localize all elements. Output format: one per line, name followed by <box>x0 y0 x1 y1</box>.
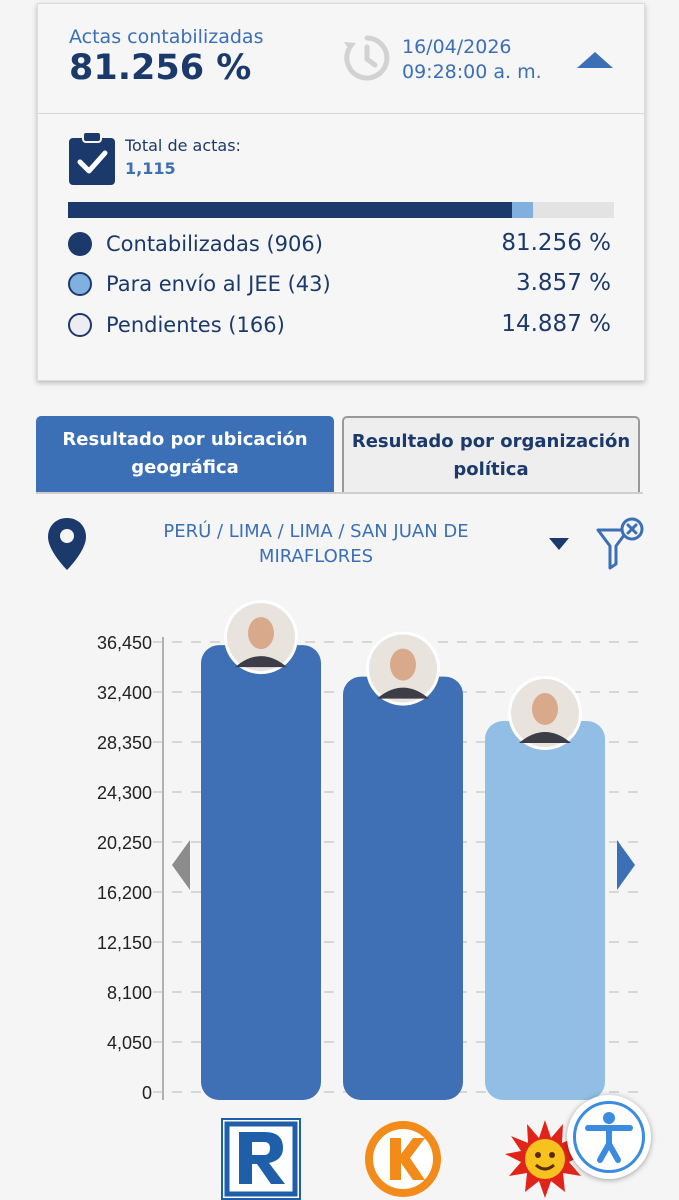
y-tick-label: 20,250 <box>97 833 152 853</box>
legend-label: Contabilizadas (906) <box>106 232 323 256</box>
chart-next-arrow[interactable] <box>617 840 635 890</box>
avatar-face <box>532 693 558 726</box>
tab-ubicacion-geografica[interactable]: Resultado por ubicación geográfica <box>36 416 334 492</box>
collapse-toggle-icon[interactable] <box>577 52 613 68</box>
legend-dot-contabilizadas <box>68 232 92 256</box>
avatar-face <box>390 648 416 681</box>
chart-bars <box>201 645 605 1100</box>
actas-progress-bar <box>68 202 614 218</box>
clipboard-check-icon <box>69 131 115 185</box>
location-pin-icon <box>48 518 86 570</box>
legend-percent: 14.887 % <box>501 311 611 337</box>
accessibility-icon <box>585 1112 633 1163</box>
y-tick-label: 16,200 <box>97 883 152 903</box>
y-tick-label: 24,300 <box>97 783 152 803</box>
y-tick-label: 32,400 <box>97 683 152 703</box>
tab-organizacion-politica[interactable]: Resultado por organización política <box>342 416 640 492</box>
tab-underline <box>36 492 643 494</box>
avatar-body <box>235 656 287 668</box>
renovacion-popular-logo <box>221 1118 301 1200</box>
avatar-body <box>377 687 429 699</box>
legend-row-contabilizadas: Contabilizadas (906) 81.256 % <box>68 230 614 260</box>
progress-jee <box>511 202 533 218</box>
update-time: 09:28:00 a. m. <box>402 61 542 83</box>
update-date: 16/04/2026 <box>402 36 512 58</box>
update-datetime: 16/04/2026 09:28:00 a. m. <box>402 35 542 85</box>
legend-row-jee: Para envío al JEE (43) 3.857 % <box>68 270 614 300</box>
sun-party-logo <box>505 1120 585 1198</box>
divider <box>38 113 644 114</box>
bar <box>485 721 605 1100</box>
legend-row-pendientes: Pendientes (166) 14.887 % <box>68 311 614 341</box>
bar <box>343 676 463 1100</box>
actas-label: Actas contabilizadas <box>69 26 264 48</box>
avatar-body <box>519 732 571 744</box>
y-tick-label: 12,150 <box>97 933 152 953</box>
fuerza-popular-logo <box>365 1121 441 1197</box>
filter-clear-icon[interactable] <box>594 516 646 572</box>
results-bar-chart: 36,450 32,400 28,350 24,300 20,250 16,200 12,1… <box>97 600 645 1103</box>
location-dropdown-icon[interactable] <box>549 538 569 550</box>
y-tick-label: 28,350 <box>97 733 152 753</box>
y-tick-label: 36,450 <box>97 633 152 653</box>
total-actas-value: 1,115 <box>125 159 176 178</box>
y-tick-label: 0 <box>142 1083 152 1103</box>
legend-percent: 3.857 % <box>515 270 611 296</box>
location-breadcrumb[interactable]: PERÚ / LIMA / LIMA / SAN JUAN DE MIRAFLO… <box>163 521 469 567</box>
actas-percent: 81.256 % <box>69 48 252 88</box>
legend-label: Pendientes (166) <box>106 313 285 337</box>
clock-refresh-icon <box>344 35 390 81</box>
y-tick-label: 4,050 <box>107 1033 152 1053</box>
legend-label: Para envío al JEE (43) <box>106 272 331 296</box>
chart-prev-arrow[interactable] <box>172 840 190 890</box>
accessibility-ring <box>573 1101 645 1173</box>
legend-dot-pendientes <box>68 313 92 337</box>
legend-percent: 81.256 % <box>501 230 611 256</box>
avatar-face <box>248 617 274 650</box>
summary-card: Actas contabilizadas 81.256 % 16/04/2026… <box>37 3 645 381</box>
total-actas-label: Total de actas: <box>125 136 241 155</box>
chart-avatars <box>224 600 582 751</box>
accessibility-button[interactable] <box>567 1095 651 1179</box>
bar <box>201 645 321 1100</box>
legend-dot-jee <box>68 272 92 296</box>
y-tick-label: 8,100 <box>107 983 152 1003</box>
progress-contabilizadas <box>68 202 512 218</box>
